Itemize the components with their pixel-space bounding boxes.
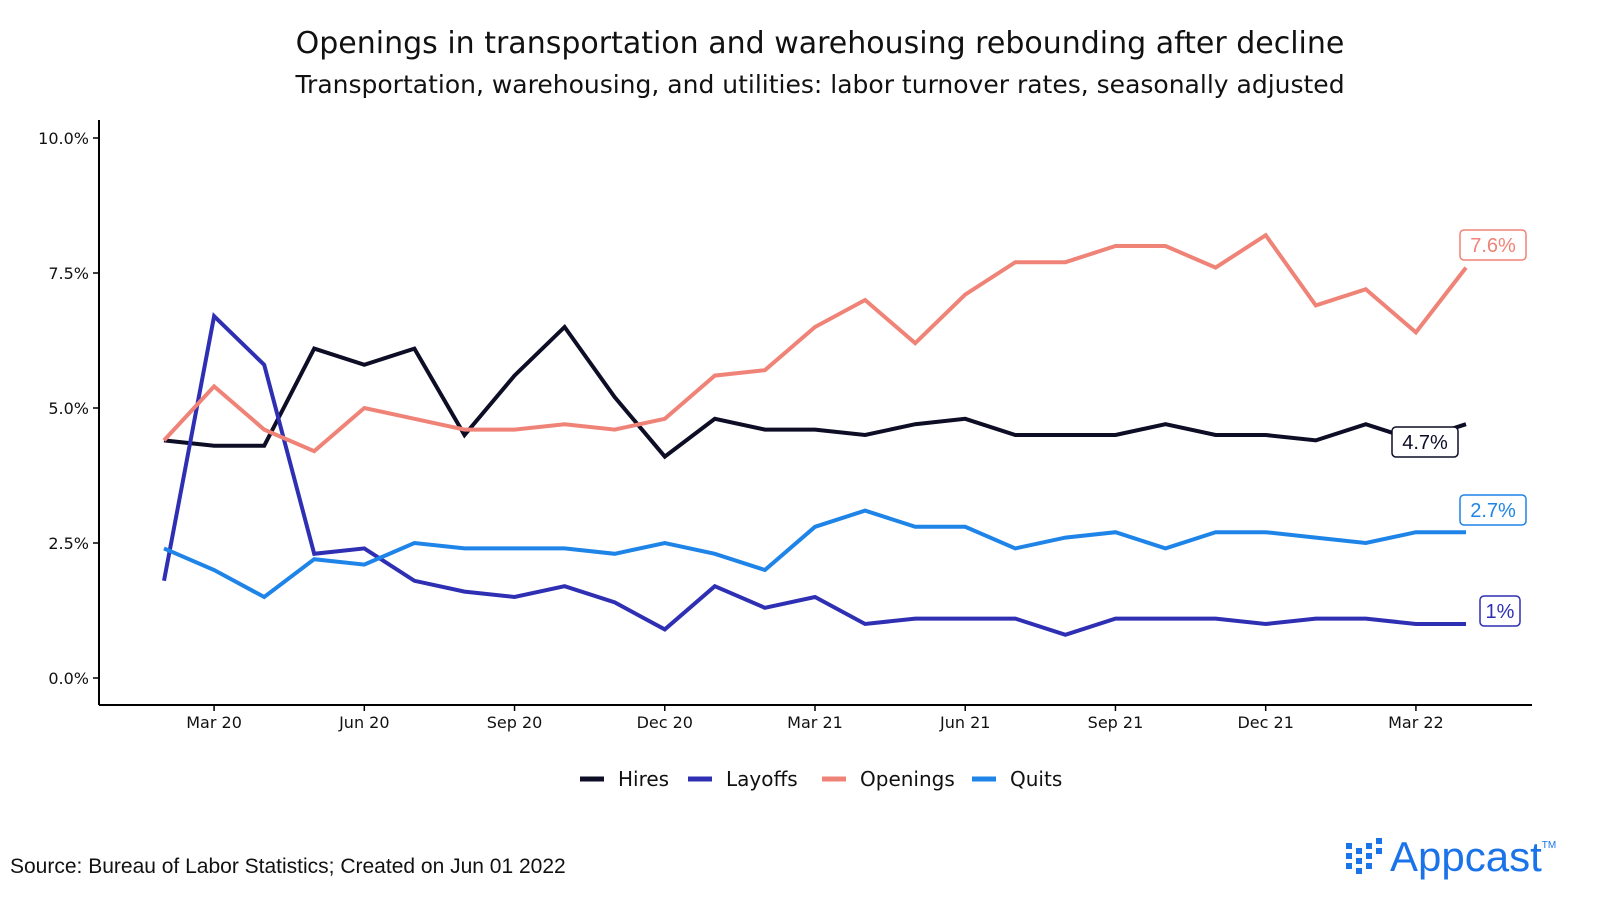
chart-title: Openings in transportation and warehousi… (295, 26, 1345, 61)
legend-item-layoffs: Layoffs (688, 767, 798, 791)
legend-item-quits: Quits (972, 767, 1062, 791)
series-line-quits (163, 508, 1466, 600)
end-label-box (1479, 595, 1521, 627)
x-tick-label: Mar 22 (1388, 713, 1444, 732)
y-tick-label: 0.0% (48, 669, 89, 688)
end-label-openings: 7.6% (1459, 229, 1527, 261)
series-lines (162, 232, 1468, 637)
end-label-box (1459, 494, 1527, 526)
chart-legend: Hires Layoffs Openings Quits (580, 767, 1062, 791)
end-label-box (1391, 426, 1459, 458)
chart-subtitle: Transportation, warehousing, and utiliti… (295, 70, 1345, 99)
y-tick-label: 5.0% (48, 399, 89, 418)
x-tick-label: Dec 21 (1237, 713, 1293, 732)
legend-label: Layoffs (726, 767, 798, 791)
x-tick-label: Jun 21 (939, 713, 990, 732)
y-tick-label: 7.5% (48, 264, 89, 283)
legend-label: Openings (860, 767, 955, 791)
appcast-logo: Appcast TM (1346, 832, 1556, 882)
series-line-openings (162, 232, 1468, 454)
legend-label: Quits (1010, 767, 1062, 791)
legend-item-hires: Hires (580, 767, 669, 791)
end-label-quits: 2.7% (1459, 494, 1527, 526)
x-tick-label: Mar 20 (186, 713, 242, 732)
brand-name: Appcast (1390, 833, 1542, 880)
end-label-layoffs: 1% (1479, 595, 1521, 627)
legend-label: Hires (618, 767, 669, 791)
end-label-text: 2.7% (1470, 500, 1516, 522)
end-label-box (1459, 229, 1527, 261)
brand-trademark: TM (1541, 840, 1557, 851)
series-line-hires (163, 323, 1467, 460)
x-tick-label: Dec 20 (637, 713, 693, 732)
x-tick-label: Jun 20 (338, 713, 389, 732)
end-label-text: 1% (1486, 601, 1515, 623)
source-note: Source: Bureau of Labor Statistics; Crea… (10, 855, 566, 878)
x-tick-label: Mar 21 (787, 713, 843, 732)
end-labels: 4.7% 1% 7.6% 2.7% (1391, 229, 1527, 627)
y-tick-label: 10.0% (38, 129, 89, 148)
legend-item-openings: Openings (822, 767, 955, 791)
x-tick-label: Sep 21 (1088, 713, 1144, 732)
end-label-hires: 4.7% (1391, 426, 1459, 458)
y-tick-label: 2.5% (48, 534, 89, 553)
x-tick-label: Sep 20 (487, 713, 543, 732)
chart-axes: 0.0% 2.5% 5.0% 7.5% 10.0% Mar 20 Jun 20 Sep 20 D… (38, 120, 1532, 732)
end-label-text: 4.7% (1402, 432, 1448, 454)
end-label-text: 7.6% (1470, 235, 1516, 257)
appcast-dots-icon (1346, 838, 1382, 874)
